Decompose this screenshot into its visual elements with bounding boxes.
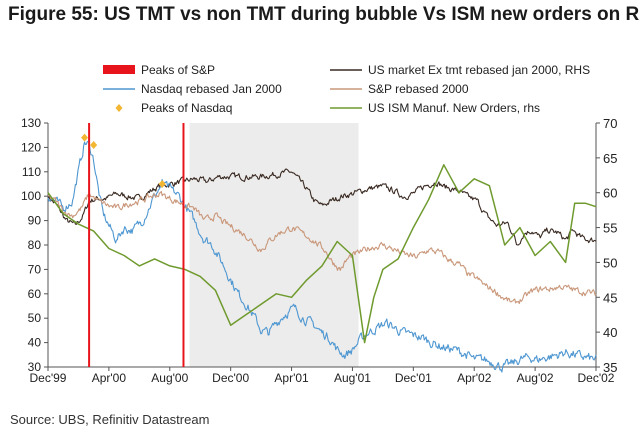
- y-right-tick-label: 70: [603, 116, 617, 131]
- shaded-region-layer: [189, 123, 359, 367]
- peaks-layer: [81, 123, 185, 367]
- nasdaq-peak-marker: [81, 133, 89, 142]
- x-tick-label: Apr'00: [92, 371, 127, 385]
- nasdaq-peak-marker: [90, 140, 98, 149]
- y-left-tick-label: 70: [28, 262, 42, 276]
- x-tick-label: Aug'02: [517, 371, 554, 385]
- y-right-tick-label: 55: [603, 221, 617, 236]
- x-tick-label: Aug'01: [334, 371, 371, 385]
- y-right-tick-label: 60: [603, 186, 617, 201]
- nasdaq-peak-marker: [158, 180, 166, 188]
- series-layer: [47, 140, 597, 373]
- shaded-region: [189, 123, 359, 367]
- series-line-3: [47, 190, 597, 305]
- axis-layer: 30 40 50 60 70 80 90 100 110 120 130 35 40 45 50 55 60 65…: [21, 116, 618, 385]
- legend-swatch-bar: [103, 65, 135, 74]
- x-tick-label: Dec'00: [212, 371, 249, 385]
- y-left-tick-label: 100: [21, 189, 41, 203]
- legend-label: US ISM Manuf. New Orders, rhs: [368, 101, 540, 115]
- y-left-tick-label: 110: [22, 165, 41, 179]
- y-right-tick-label: 35: [603, 360, 617, 375]
- series-line-2: [47, 140, 597, 373]
- y-left-tick-label: 130: [21, 116, 41, 130]
- legend-label: S&P rebased 2000: [368, 82, 469, 96]
- series-line-1: [47, 168, 597, 246]
- series-line-4: [47, 164, 597, 344]
- y-right-tick-label: 40: [603, 325, 617, 340]
- legend-label: US market Ex tmt rebased jan 2000, RHS: [368, 63, 590, 77]
- y-left-tick-label: 30: [28, 360, 42, 374]
- y-left-tick-label: 120: [21, 140, 41, 154]
- legend-swatch-marker: [115, 104, 123, 112]
- legend-label: Peaks of S&P: [141, 63, 215, 77]
- x-tick-label: Aug'00: [151, 371, 188, 385]
- legend-label: Peaks of Nasdaq: [141, 101, 232, 115]
- x-tick-label: Dec'99: [30, 371, 67, 385]
- source-note: Source: UBS, Refinitiv Datastream: [10, 412, 210, 427]
- y-right-tick-label: 65: [603, 151, 617, 166]
- y-left-tick-label: 80: [28, 238, 42, 252]
- legend-label: Nasdaq rebased Jan 2000: [141, 82, 282, 96]
- y-left-tick-label: 60: [28, 287, 42, 301]
- x-tick-label: Dec'02: [578, 371, 615, 385]
- x-tick-label: Apr'02: [457, 371, 492, 385]
- x-tick-label: Dec'01: [395, 371, 432, 385]
- y-left-tick-label: 40: [28, 336, 42, 350]
- chart-title: Figure 55: US TMT vs non TMT during bubb…: [8, 4, 640, 25]
- x-tick-label: Apr'01: [274, 371, 309, 385]
- legend: Peaks of S&P US market Ex tmt rebased jan…: [103, 63, 590, 115]
- y-right-tick-label: 45: [603, 290, 617, 305]
- y-right-tick-label: 50: [603, 255, 617, 270]
- y-left-tick-label: 50: [28, 311, 42, 325]
- y-left-tick-label: 90: [28, 214, 42, 228]
